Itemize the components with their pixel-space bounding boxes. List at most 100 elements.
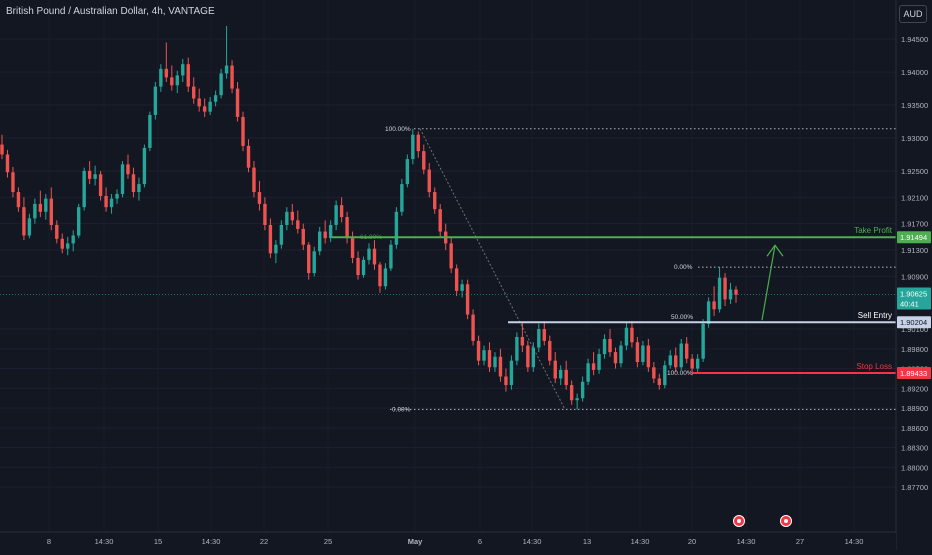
candle-body: [690, 358, 694, 369]
candle-body: [427, 169, 431, 193]
candle-body: [33, 203, 37, 219]
candle-body: [652, 367, 656, 379]
price-tick-label: 1.89800: [901, 345, 928, 354]
candle-body: [378, 264, 382, 287]
candle-body: [367, 248, 371, 260]
candle-body: [449, 243, 453, 269]
candle-body: [433, 192, 437, 210]
candle-body: [734, 289, 738, 295]
candle-body: [131, 174, 136, 193]
time-tick-label: 22: [260, 537, 268, 546]
level-price-label: 1.89433: [900, 369, 927, 378]
price-axis-panel[interactable]: [896, 0, 932, 550]
candle-body: [405, 159, 410, 185]
candle-body: [87, 170, 92, 179]
candle-body: [137, 184, 141, 193]
candle-body: [619, 345, 623, 364]
candle-body: [219, 73, 223, 96]
grid: [0, 38, 896, 488]
price-tick-label: 1.91700: [901, 220, 928, 229]
fib-left-top-label: 100.00%: [385, 126, 411, 133]
candle-body: [27, 218, 32, 236]
candle-body: [60, 238, 64, 249]
candle-body: [564, 369, 568, 386]
economic-event-icon-dot: [737, 519, 741, 523]
price-tick-label: 1.89200: [901, 384, 928, 393]
currency-button[interactable]: AUD: [899, 5, 927, 23]
candle-body: [44, 198, 48, 212]
candle-body: [115, 194, 119, 199]
fib-right-mid-label: 50.00%: [671, 314, 693, 321]
candle-body: [493, 356, 497, 368]
level-price-label: 1.91494: [900, 233, 927, 242]
candle-body: [55, 224, 59, 239]
time-tick-label: 20: [688, 537, 696, 546]
candle-body: [712, 301, 716, 310]
candle-body: [586, 363, 590, 382]
time-tick-label: 8: [47, 537, 51, 546]
candle-body: [542, 329, 546, 341]
candle-body: [142, 147, 147, 185]
candle-body: [663, 365, 667, 386]
candle-body: [537, 329, 541, 348]
candle-body: [569, 385, 574, 401]
candle-body: [71, 235, 75, 244]
candle-body: [608, 338, 612, 353]
price-tick-label: 1.88000: [901, 463, 928, 472]
candle-body: [728, 289, 733, 300]
price-tick-label: 1.88600: [901, 424, 928, 433]
candle-body: [695, 358, 700, 369]
candle-body: [422, 151, 426, 170]
candle-body: [246, 145, 251, 168]
level-name: Stop Loss: [856, 362, 892, 371]
candle-body: [159, 68, 163, 87]
time-tick-label: 15: [154, 537, 162, 546]
economic-event-icon-dot: [784, 519, 788, 523]
candle-body: [498, 356, 503, 377]
price-tick-label: 1.91300: [901, 246, 928, 255]
candle-body: [274, 244, 278, 254]
price-tick-label: 1.88300: [901, 444, 928, 453]
candle-body: [181, 64, 185, 76]
price-tick-label: 1.92100: [901, 193, 928, 202]
candle-body: [635, 342, 640, 362]
candle-body: [476, 340, 481, 361]
candles: [0, 26, 738, 410]
price-tick-label: 1.94000: [901, 68, 928, 77]
fib-right-top-label: 0.00%: [674, 264, 693, 271]
candle-body: [580, 381, 585, 399]
candle-body: [706, 301, 711, 324]
candle-body: [235, 88, 240, 117]
candle-body: [241, 116, 245, 146]
candle-body: [192, 86, 196, 99]
fib-left-bottom-label: 0.00%: [392, 406, 411, 413]
candle-body: [170, 77, 174, 86]
candle-body: [98, 174, 103, 196]
price-tick-label: 1.93000: [901, 134, 928, 143]
candle-body: [49, 198, 53, 225]
projection-arrow-head: [766, 244, 784, 257]
candle-body: [411, 134, 415, 160]
candle-body: [679, 343, 683, 368]
candle-body: [504, 376, 508, 386]
candle-body: [613, 352, 618, 364]
candle-body: [148, 114, 152, 148]
candle-body: [361, 259, 366, 276]
time-tick-label: 13: [583, 537, 591, 546]
candle-body: [668, 355, 672, 366]
candle-body: [16, 192, 21, 208]
candle-body: [164, 68, 169, 78]
price-tick-label: 1.93500: [901, 101, 928, 110]
candle-body: [597, 354, 601, 370]
fib-left-trend: [419, 128, 566, 410]
time-tick-label: 25: [324, 537, 332, 546]
time-axis: 8 14:30 15 14:30 22 25 May 6 14:30 13 14:30 20 14:30…: [0, 531, 896, 550]
candle-body: [76, 207, 81, 236]
candle-body: [438, 209, 442, 232]
time-axis-panel[interactable]: [0, 532, 896, 550]
current-price-badge: [897, 287, 931, 310]
candle-body: [515, 336, 519, 361]
candle-body: [197, 98, 201, 107]
